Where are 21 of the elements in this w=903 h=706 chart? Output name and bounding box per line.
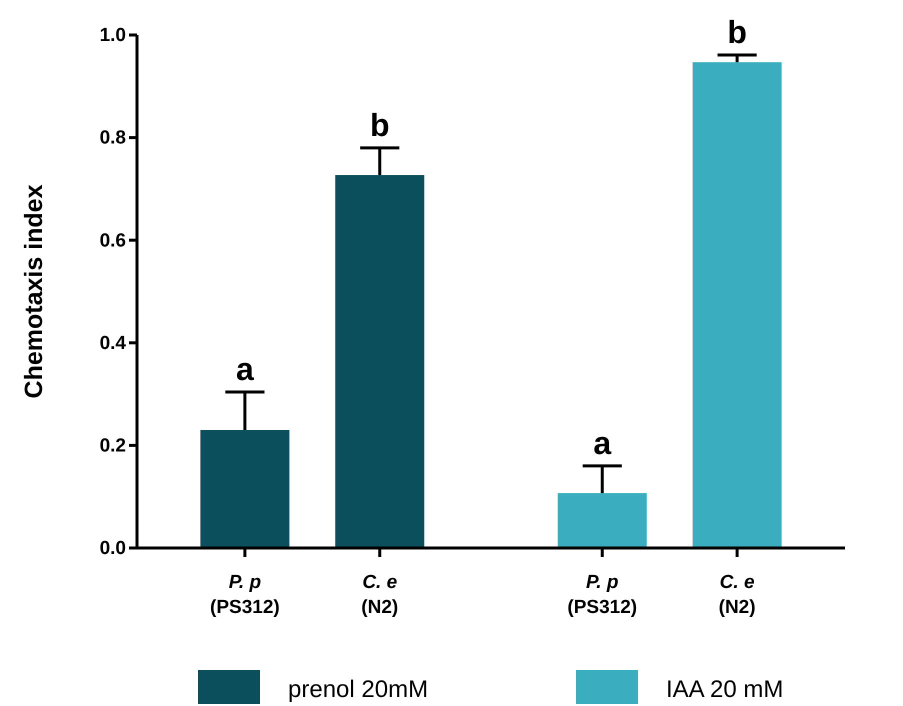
y-tick-label: 0.0 bbox=[100, 538, 126, 560]
x-tick-label: P. p (PS312) bbox=[210, 572, 280, 618]
legend-label: IAA 20 mM bbox=[666, 676, 784, 703]
bar bbox=[200, 430, 290, 548]
y-tick-label: 0.4 bbox=[100, 332, 126, 354]
annotation: b bbox=[370, 106, 390, 143]
bar bbox=[558, 493, 647, 548]
annotation: a bbox=[593, 424, 612, 461]
y-tick-label: 0.8 bbox=[100, 128, 126, 149]
bar bbox=[335, 175, 424, 548]
x-tick-label: C. e (N2) bbox=[361, 572, 398, 618]
y-axis-title: Chemotaxis index bbox=[20, 184, 48, 398]
bar bbox=[692, 62, 782, 548]
y-tick-label: 0.2 bbox=[100, 435, 126, 456]
x-tick-label: C. e (N2) bbox=[718, 572, 756, 618]
y-tick-label: 1.0 bbox=[100, 25, 126, 46]
y-tick-label: 0.6 bbox=[100, 230, 126, 252]
x-tick-label: P. p (PS312) bbox=[567, 572, 638, 618]
annotation: b bbox=[727, 14, 747, 50]
annotation: a bbox=[236, 351, 254, 388]
legend-label: prenol 20mM bbox=[288, 676, 428, 703]
